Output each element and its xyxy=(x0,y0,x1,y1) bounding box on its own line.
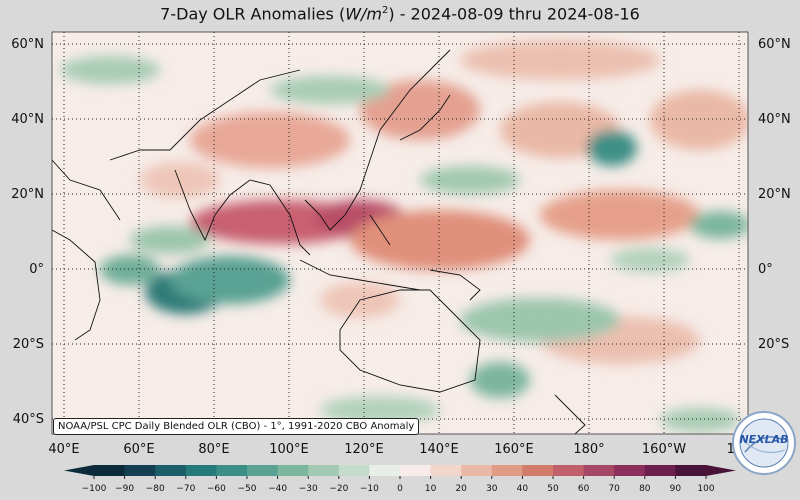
colorbar-segment xyxy=(400,465,432,476)
colorbar-tick-label: 30 xyxy=(486,484,498,494)
colorbar-tick-label: −40 xyxy=(268,484,288,494)
anomaly-field xyxy=(52,32,748,434)
colorbar-segment xyxy=(308,465,340,476)
lon-label-40e: 40°E xyxy=(48,442,80,457)
title-prefix: 7-Day OLR Anomalies ( xyxy=(160,4,346,24)
colorbar-segment xyxy=(369,465,401,476)
colorbar-tick-label: 60 xyxy=(577,484,590,494)
lat-label-60n: 60°N xyxy=(11,37,44,52)
title-unit: W/m xyxy=(345,4,382,24)
colorbar-tick-label: −80 xyxy=(145,484,165,494)
colorbar-tick-label: 70 xyxy=(608,484,620,494)
lat-label-right-0: 0° xyxy=(758,262,773,277)
lat-label-right-20s: 20°S xyxy=(758,337,790,352)
lat-label-40s: 40°S xyxy=(12,412,44,427)
lat-label-20s: 20°S xyxy=(12,337,44,352)
lon-label-60e: 60°E xyxy=(123,442,155,457)
colorbar-segment xyxy=(614,465,646,476)
colorbar-tick-label: 20 xyxy=(455,484,467,494)
colorbar xyxy=(64,465,736,479)
colorbar-tick-label: 80 xyxy=(639,484,651,494)
colorbar-tick-label: 10 xyxy=(424,484,437,494)
colorbar-segment xyxy=(491,465,523,476)
title-suffix: ) - 2024-08-09 thru 2024-08-16 xyxy=(388,4,640,24)
colorbar-tick-label: −30 xyxy=(298,484,318,494)
colorbar-segment xyxy=(247,465,279,476)
colorbar-tick-label: 40 xyxy=(516,484,529,494)
lat-label-20n: 20°N xyxy=(11,187,44,202)
colorbar-segment xyxy=(277,465,309,476)
colorbar-segment xyxy=(675,465,707,476)
map-title: 7-Day OLR Anomalies (W/m2) - 2024-08-09 … xyxy=(0,0,800,24)
colorbar-segment xyxy=(185,465,217,476)
colorbar-segment xyxy=(124,465,156,476)
colorbar-segment xyxy=(644,465,676,476)
colorbar-tick-label: 0 xyxy=(397,484,403,494)
colorbar-tick-label: 50 xyxy=(547,484,559,494)
colorbar-tick-label: −100 xyxy=(81,484,107,494)
lon-label-180: 180° xyxy=(573,442,605,457)
colorbar-extend-low xyxy=(64,465,94,476)
colorbar-tick-label: −60 xyxy=(206,484,226,494)
colorbar-segment xyxy=(583,465,615,476)
lat-label-right-20n: 20°N xyxy=(758,187,791,202)
lat-label-right-40n: 40°N xyxy=(758,112,791,127)
coastlines xyxy=(52,49,586,434)
colorbar-tick-label: −90 xyxy=(115,484,135,494)
colorbar-tick-label: −70 xyxy=(176,484,196,494)
lon-label-120e: 120°E xyxy=(344,442,384,457)
colorbar-segment xyxy=(553,465,585,476)
lon-label-100e: 100°E xyxy=(269,442,309,457)
colorbar-tick-label: 100 xyxy=(697,484,715,494)
colorbar-segment xyxy=(338,465,370,476)
colorbar-segment xyxy=(216,465,248,476)
colorbar-tick-label: −10 xyxy=(359,484,379,494)
lon-label-160e: 160°E xyxy=(494,442,534,457)
lat-label-right-60n: 60°N xyxy=(758,37,791,52)
logo-text: NEXLAB xyxy=(739,433,789,446)
nexlab-logo xyxy=(732,411,796,475)
lat-label-40n: 40°N xyxy=(11,112,44,127)
colorbar-segment xyxy=(155,465,187,476)
colorbar-extend-high xyxy=(706,465,736,476)
lon-label-80e: 80°E xyxy=(198,442,230,457)
lat-label-0: 0° xyxy=(29,262,44,277)
colorbar-tick-label: −50 xyxy=(237,484,257,494)
colorbar-tick-label: 90 xyxy=(669,484,682,494)
title-unit-exponent: 2 xyxy=(381,5,389,16)
colorbar-segment xyxy=(430,465,462,476)
lon-label-160w: 160°W xyxy=(641,442,687,457)
colorbar-segment xyxy=(94,465,126,476)
colorbar-segment xyxy=(461,465,493,476)
lon-label-140e: 140°E xyxy=(419,442,459,457)
colorbar-segment xyxy=(522,465,554,476)
colorbar-tick-label: −20 xyxy=(329,484,349,494)
source-note: NOAA/PSL CPC Daily Blended OLR (CBO) - 1… xyxy=(53,418,420,435)
